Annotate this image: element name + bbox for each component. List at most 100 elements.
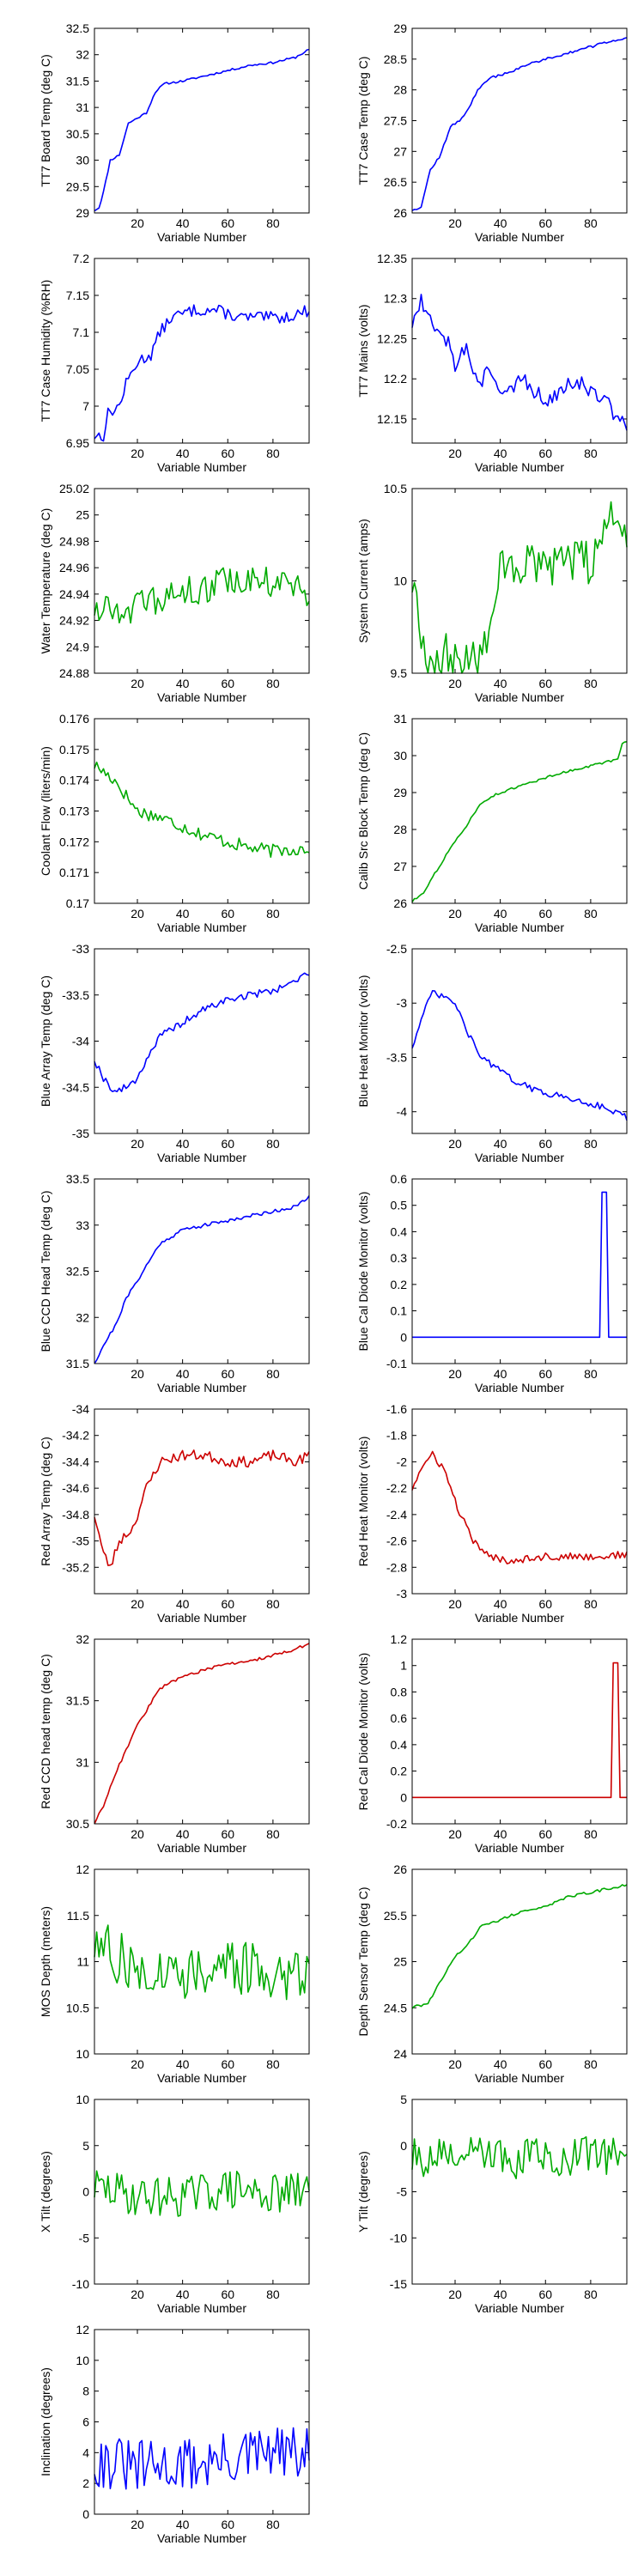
y-tick-label: 7.05 [66,362,89,376]
y-tick-label: -1.6 [386,1402,407,1416]
y-tick-label: 0.4 [391,1224,408,1238]
y-tick-label: 32 [76,1310,89,1324]
x-axis-label: Variable Number [475,230,564,244]
y-tick-label: 26 [393,206,407,220]
y-tick-label: 10 [76,2093,89,2106]
y-tick-label: -0.1 [386,1357,407,1370]
y-tick-label: 26.5 [384,175,407,189]
y-axis-label: Coolant Flow (liters/min) [39,746,52,876]
series-line [411,501,628,674]
x-tick-label: 40 [176,1827,190,1841]
y-tick-label: 7.2 [73,252,90,265]
x-tick-label: 60 [538,1137,552,1151]
y-tick-label: 12 [76,1862,89,1876]
x-tick-label: 60 [538,677,552,690]
x-axis-label: Variable Number [157,1381,246,1394]
x-tick-label: 60 [221,2057,234,2071]
chart-panel-21: 0 2 4 6 8 10 12 20 40 60 80 Variable Number Inclinat… [39,2323,310,2545]
y-tick-label: 0.174 [59,774,89,787]
x-tick-label: 20 [131,216,144,230]
chart-panel-19: -10 -5 0 5 10 20 40 60 80 Variable Number X Tilt (… [39,2093,310,2315]
y-axis-label: MOS Depth (meters) [39,1906,52,2017]
x-axis-label: Variable Number [157,2071,246,2085]
y-axis-label: X Tilt (degrees) [39,2151,52,2233]
y-tick-label: -10 [390,2231,407,2245]
y-tick-label: 29 [393,786,407,799]
x-axis-label: Variable Number [475,2071,564,2085]
y-axis-label: Depth Sensor Temp (deg C) [356,1886,370,2036]
x-tick-label: 40 [176,907,190,920]
x-tick-label: 80 [266,216,280,230]
y-tick-label: -35 [72,1534,89,1548]
x-axis-label: Variable Number [475,1381,564,1394]
chart-panel-5: 24.88 24.9 24.92 24.94 24.96 24.98 25 25.02 20 40… [39,482,310,704]
y-tick-label: -15 [390,2277,407,2291]
series-line [411,294,628,431]
x-axis-label: Variable Number [157,2531,246,2545]
x-tick-label: 20 [131,907,144,920]
plot-frame [94,718,310,904]
y-tick-label: 10 [76,2047,89,2061]
x-tick-label: 80 [266,1827,280,1841]
chart-panel-17: 10 10.5 11 11.5 12 20 40 60 80 Variable Number MOS… [39,1862,310,2085]
chart-panel-20: -15 -10 -5 0 5 20 40 60 80 Variable Number Y Tilt … [356,2093,628,2315]
y-tick-label: 28 [393,83,407,97]
x-tick-label: 40 [176,1367,190,1381]
x-tick-label: 80 [584,2287,598,2301]
chart-panel-8: 26 27 28 29 30 31 20 40 60 80 Variable Number Calib… [356,712,628,934]
series-line [412,1191,627,1339]
chart-panel-3: 6.95 7 7.05 7.1 7.15 7.2 20 40 60 80 Variable Numb… [39,252,310,474]
y-tick-label: 29 [393,21,407,35]
y-tick-label: -34.2 [62,1429,89,1443]
x-tick-label: 20 [448,677,462,690]
y-tick-label: 12.25 [377,331,407,345]
y-tick-label: -2.6 [386,1534,407,1548]
y-tick-label: 29 [76,206,89,220]
x-axis-label: Variable Number [157,1151,246,1164]
plot-frame [94,258,310,444]
series-line [94,761,310,859]
y-tick-label: 0.3 [391,1251,408,1265]
x-tick-label: 40 [176,216,190,230]
y-tick-label: 0.176 [59,712,89,726]
x-tick-label: 40 [494,1827,507,1841]
x-tick-label: 60 [221,1597,234,1611]
y-tick-label: 12.15 [377,412,407,426]
x-tick-label: 40 [494,907,507,920]
y-tick-label: 5 [82,2139,89,2153]
y-tick-label: 31 [393,712,407,726]
y-tick-label: -3 [397,996,408,1010]
x-axis-label: Variable Number [475,2301,564,2315]
y-tick-label: 32 [76,1632,89,1646]
x-tick-label: 60 [221,2287,234,2301]
x-tick-label: 80 [584,1597,598,1611]
y-axis-label: TT7 Case Temp (deg C) [356,57,370,185]
y-axis-label: Red Array Temp (deg C) [39,1437,52,1566]
y-tick-label: 0.2 [391,1765,408,1778]
plot-frame [94,1638,310,1825]
y-tick-label: 7.15 [66,289,89,302]
x-axis-label: Variable Number [157,690,246,704]
y-tick-label: 24.92 [59,614,89,628]
y-tick-label: 30 [76,154,89,167]
y-tick-label: 8 [82,2385,89,2398]
x-tick-label: 80 [584,1367,598,1381]
x-tick-label: 60 [221,677,234,690]
plot-frame [411,27,628,214]
x-tick-label: 40 [176,1597,190,1611]
y-tick-label: -10 [72,2277,89,2291]
x-tick-label: 80 [584,1137,598,1151]
x-tick-label: 80 [266,1367,280,1381]
x-axis-label: Variable Number [475,460,564,474]
x-axis-label: Variable Number [475,690,564,704]
x-tick-label: 20 [448,1367,462,1381]
chart-panel-12: -0.1 0 0.1 0.2 0.3 0.4 0.5 0.6 20 40 60 80 Variable … [356,1172,628,1394]
y-tick-label: 0.6 [391,1172,408,1186]
y-tick-label: 11 [76,1955,89,1969]
y-tick-label: 0 [82,2185,89,2199]
plot-frame [411,1868,628,2055]
x-tick-label: 20 [131,677,144,690]
chart-panel-16: -0.2 0 0.2 0.4 0.6 0.8 1 1.2 20 40 60 80 Variable Nu… [356,1632,628,1855]
x-tick-label: 20 [448,216,462,230]
x-axis-label: Variable Number [475,1151,564,1164]
